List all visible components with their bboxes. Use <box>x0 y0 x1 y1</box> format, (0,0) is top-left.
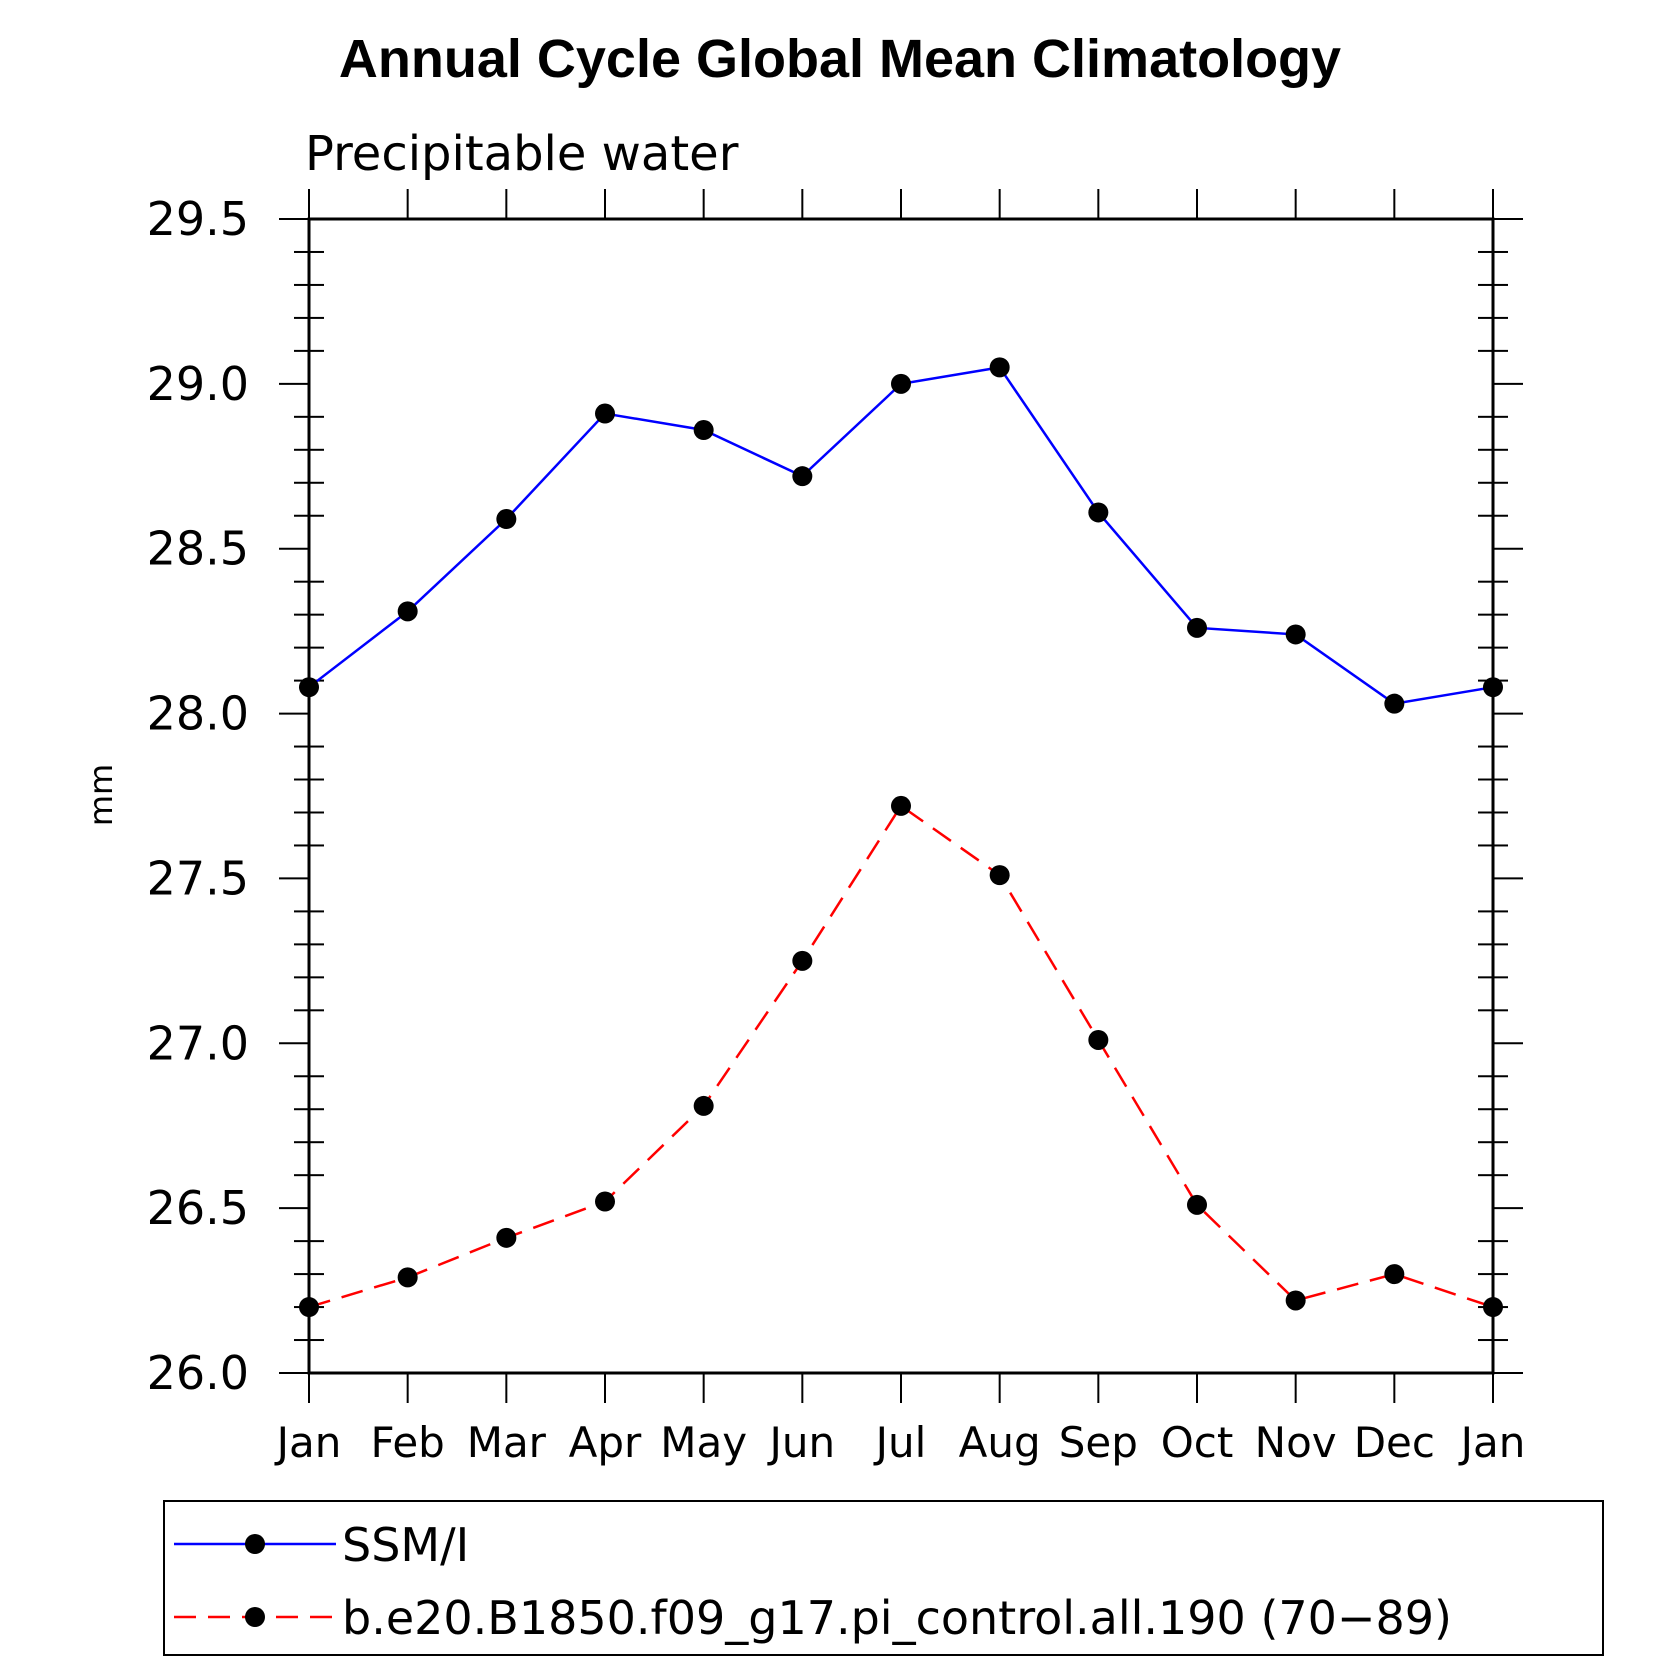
data-point <box>1384 693 1405 714</box>
data-point <box>496 509 517 530</box>
y-tick-label: 26.5 <box>147 1181 249 1235</box>
legend-swatch-marker <box>245 1534 265 1554</box>
data-point <box>1088 502 1109 523</box>
legend-label: b.e20.B1850.f09_g17.pi_control.all.190 (… <box>342 1591 1452 1645</box>
x-tick-label: Apr <box>569 1418 642 1467</box>
data-point <box>1285 1290 1306 1311</box>
data-point <box>989 865 1010 886</box>
x-tick-label: Mar <box>467 1418 547 1467</box>
x-tick-label: Nov <box>1255 1418 1337 1467</box>
x-tick-label: Jan <box>1458 1418 1526 1467</box>
x-tick-label: Aug <box>959 1418 1041 1467</box>
y-axis-label: mm <box>82 764 120 826</box>
data-point <box>397 1267 418 1288</box>
y-tick-label: 27.0 <box>147 1016 249 1070</box>
x-tick-label: Jul <box>873 1418 927 1467</box>
data-point <box>693 1095 714 1116</box>
data-point <box>299 677 319 698</box>
x-tick-label: Dec <box>1354 1418 1435 1467</box>
plot-axes: 26.0 26.5 27.0 27.5 28.0 28.5 29.0 29.5 Jan Feb Ma… <box>147 189 1526 1467</box>
series-line <box>308 804 1494 1309</box>
data-point <box>1483 677 1503 698</box>
data-point <box>1088 1029 1109 1050</box>
data-point <box>792 950 813 971</box>
data-point <box>792 466 813 487</box>
chart-subtitle: Precipitable water <box>305 126 739 182</box>
data-point <box>1483 1297 1503 1318</box>
y-tick-label: 27.5 <box>147 851 249 905</box>
data-point <box>595 1191 615 1212</box>
series-0 <box>299 357 1503 714</box>
data-point <box>989 357 1010 378</box>
y-tick-label: 28.0 <box>147 687 249 741</box>
data-point <box>1384 1264 1405 1285</box>
x-tick-label: Jan <box>274 1418 342 1467</box>
data-point <box>1285 624 1306 645</box>
x-tick-label: Oct <box>1161 1418 1234 1467</box>
y-tick-label: 29.0 <box>147 357 249 411</box>
x-tick-label: May <box>660 1418 747 1467</box>
x-tick-label: Feb <box>370 1418 444 1467</box>
data-point <box>595 403 615 424</box>
x-tick-label: Jun <box>767 1418 836 1467</box>
legend-swatch-marker <box>245 1607 265 1627</box>
data-point <box>397 601 418 622</box>
data-point <box>1187 617 1207 638</box>
data-point <box>891 795 911 816</box>
chart-title: Annual Cycle Global Mean Climatology <box>338 29 1342 89</box>
legend-box <box>163 1500 1604 1656</box>
legend-label: SSM/I <box>342 1518 469 1572</box>
data-point <box>891 373 911 394</box>
series-line <box>308 366 1494 705</box>
legend: SSM/I b.e20.B1850.f09_g17.pi_control.all.… <box>163 1500 1604 1656</box>
series-layer <box>299 357 1503 1318</box>
y-tick-label: 29.5 <box>147 192 249 246</box>
data-point <box>496 1227 517 1248</box>
x-tick-label: Sep <box>1059 1418 1138 1467</box>
data-point <box>1187 1194 1207 1215</box>
data-point <box>693 420 714 441</box>
data-point <box>299 1297 319 1318</box>
y-tick-label: 26.0 <box>147 1346 249 1400</box>
series-1 <box>299 795 1503 1318</box>
y-tick-label: 28.5 <box>147 522 249 576</box>
